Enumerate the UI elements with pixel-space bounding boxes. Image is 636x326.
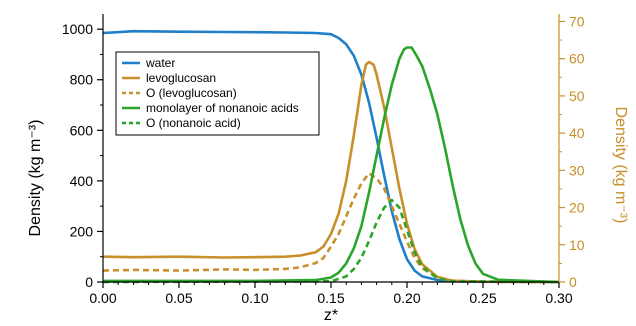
left-y-tick-label: 800: [70, 72, 94, 88]
right-y-tick-label: 40: [569, 125, 585, 141]
x-tick-label: 0.05: [165, 290, 192, 306]
x-tick-label: 0.20: [393, 290, 420, 306]
left-y-tick-label: 200: [70, 223, 94, 239]
right-y-tick-label: 70: [569, 13, 585, 29]
x-tick-label: 0.15: [317, 290, 344, 306]
series-line-4: [102, 198, 560, 284]
legend-label: monolayer of nonanoic acids: [146, 101, 299, 115]
x-axis: 0.00 0.05 0.10 0.15 0.20 0.25 0.30: [89, 281, 573, 306]
left-y-tick-label: 400: [70, 173, 94, 189]
left-y-axis: 0 200 400 600 800 1000: [62, 14, 104, 290]
right-y-tick-label: 50: [569, 88, 585, 104]
legend-label: O (levoglucosan): [146, 86, 237, 100]
right-y-tick-label: 10: [569, 237, 585, 253]
left-y-tick-label: 1000: [62, 21, 93, 37]
right-y-axis: 0 10 20 30 40 50 60 70: [558, 13, 585, 290]
series-line-1: [102, 60, 560, 284]
x-tick-label: 0.30: [545, 290, 572, 306]
right-y-tick-label: 60: [569, 51, 585, 67]
legend-box: [115, 51, 320, 136]
x-tick-label: 0.10: [241, 290, 268, 306]
legend-label: O (nonanoic acid): [146, 116, 241, 130]
series-line-3: [103, 46, 560, 284]
right-y-tick-label: 0: [569, 274, 577, 290]
series-line-0: [102, 29, 560, 284]
x-tick-label: 0.00: [89, 290, 116, 306]
legend-label: levoglucosan: [146, 71, 216, 85]
x-axis-title: z*: [324, 307, 338, 324]
right-y-axis-title: Density (kg m⁻³): [612, 107, 629, 224]
legend-label: water: [145, 56, 175, 70]
left-y-tick-label: 0: [85, 274, 93, 290]
right-y-tick-label: 20: [569, 200, 585, 216]
right-y-tick-label: 30: [569, 162, 585, 178]
left-y-axis-title: Density (kg m⁻³): [27, 120, 44, 237]
series-line-2: [102, 172, 560, 284]
left-y-tick-label: 600: [70, 122, 94, 138]
plot-lines: [102, 29, 560, 284]
x-tick-label: 0.25: [469, 290, 496, 306]
